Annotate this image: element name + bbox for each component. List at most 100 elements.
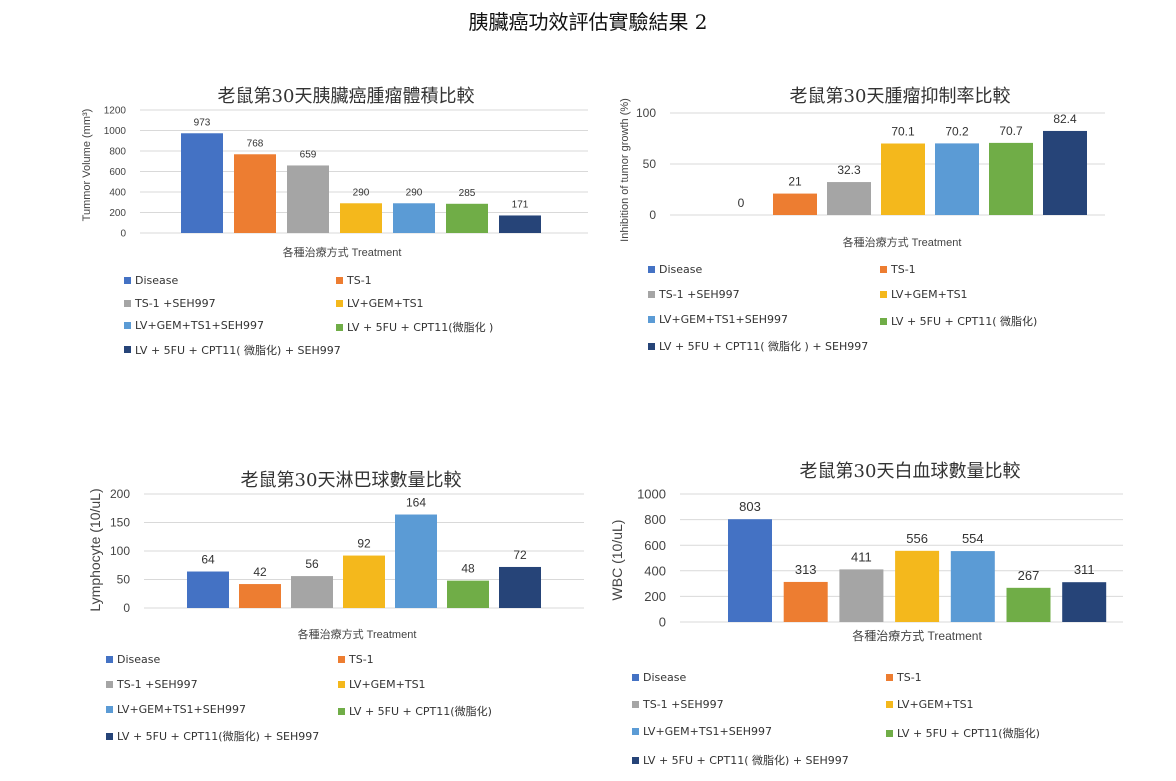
data-label: 659 xyxy=(300,149,317,160)
y-tick-label: 1000 xyxy=(104,126,127,137)
legend-swatch xyxy=(648,266,655,273)
legend-item: LV+GEM+TS1+SEH997 xyxy=(632,725,772,738)
legend-swatch xyxy=(106,732,113,740)
legend-swatch xyxy=(648,316,655,323)
bar xyxy=(287,165,329,233)
y-axis-label: Lymphocyte (10/uL) xyxy=(87,488,103,611)
x-axis-label: 各種治療方式 Treatment xyxy=(298,627,417,641)
bar xyxy=(895,550,940,622)
legend-label: Disease xyxy=(659,263,703,276)
legend-item: TS-1 +SEH997 xyxy=(632,698,724,711)
legend-swatch xyxy=(338,707,345,715)
page-title: 胰臟癌功效評估實驗結果 2 xyxy=(468,10,708,34)
y-axis-label: WBC (10/uL) xyxy=(609,520,625,601)
bar xyxy=(783,581,828,622)
legend-swatch xyxy=(124,299,131,307)
data-label: 973 xyxy=(194,117,211,128)
legend-swatch xyxy=(880,266,887,273)
y-tick-label: 200 xyxy=(109,208,126,219)
legend-label: LV + 5FU + CPT11( 微脂化) xyxy=(891,315,1038,328)
data-label: 48 xyxy=(461,562,475,576)
bar xyxy=(1006,587,1051,622)
data-label: 267 xyxy=(1018,568,1040,583)
bar xyxy=(340,203,382,233)
wbc-legend: Disease TS-1 TS-1 +SEH997 LV+GEM+TS1 LV+GEM+… xyxy=(632,671,1132,781)
legend-item: LV + 5FU + CPT11( 微脂化 ) + SEH997 xyxy=(648,338,868,354)
y-tick-label: 100 xyxy=(110,544,130,558)
data-label: 32.3 xyxy=(837,163,861,177)
legend-item: TS-1 xyxy=(338,653,374,666)
legend-label: LV + 5FU + CPT11(微脂化) xyxy=(349,705,492,718)
y-axis-label: Inhibition of tumor growth (%) xyxy=(619,98,631,242)
legend-swatch xyxy=(106,656,113,663)
data-label: 56 xyxy=(305,557,319,571)
legend-label: LV+GEM+TS1+SEH997 xyxy=(643,725,772,738)
bar xyxy=(950,551,995,622)
bar xyxy=(187,571,229,608)
legend-item: LV + 5FU + CPT11(微脂化) xyxy=(886,725,1040,741)
bar xyxy=(935,143,979,215)
legend-label: LV + 5FU + CPT11(微脂化 ) xyxy=(347,321,494,334)
legend-swatch xyxy=(632,674,639,681)
bar xyxy=(393,203,435,233)
y-tick-label: 0 xyxy=(120,229,126,240)
x-axis-label: 各種治療方式 Treatment xyxy=(283,245,402,259)
data-label: 42 xyxy=(253,565,267,579)
legend-item: LV + 5FU + CPT11( 微脂化) xyxy=(880,313,1037,329)
legend-swatch xyxy=(632,701,639,708)
x-axis-label: 各種治療方式 Treatment xyxy=(843,235,962,249)
legend-item: LV+GEM+TS1 xyxy=(886,698,974,711)
bar xyxy=(989,142,1033,215)
y-tick-label: 800 xyxy=(109,147,126,158)
data-label: 70.1 xyxy=(891,124,915,138)
legend-item: LV+GEM+TS1+SEH997 xyxy=(648,313,788,326)
legend-item: Disease xyxy=(648,263,702,276)
legend-label: TS-1 +SEH997 xyxy=(117,678,198,691)
tumor-volume-legend: Disease TS-1 TS-1 +SEH997 LV+GEM+TS1 LV+GEM+… xyxy=(124,274,624,384)
legend-label: LV+GEM+TS1+SEH997 xyxy=(117,703,246,716)
legend-item: Disease xyxy=(106,653,160,666)
legend-item: LV+GEM+TS1+SEH997 xyxy=(124,319,264,332)
legend-swatch xyxy=(632,756,639,764)
legend-label: LV + 5FU + CPT11(微脂化) xyxy=(897,727,1040,740)
data-label: 70.2 xyxy=(945,124,969,138)
legend-swatch xyxy=(106,681,113,688)
legend-swatch xyxy=(336,299,343,307)
legend-swatch xyxy=(880,291,887,298)
bar xyxy=(181,133,223,233)
legend-label: TS-1 xyxy=(349,653,374,666)
legend-label: TS-1 +SEH997 xyxy=(135,296,216,310)
legend-swatch xyxy=(648,291,655,298)
data-label: 70.7 xyxy=(999,124,1023,138)
legend-label: LV+GEM+TS1+SEH997 xyxy=(135,319,264,332)
legend-swatch xyxy=(106,706,113,713)
bar xyxy=(1043,130,1087,215)
data-label: 72 xyxy=(513,548,527,562)
chart-title: 老鼠第30天白血球數量比較 xyxy=(800,461,1021,482)
legend-swatch xyxy=(124,346,131,353)
y-tick-label: 600 xyxy=(109,167,126,178)
bar xyxy=(839,569,884,622)
data-label: 285 xyxy=(459,188,476,199)
bar xyxy=(499,215,541,233)
data-label: 554 xyxy=(962,531,984,546)
legend-item: TS-1 +SEH997 xyxy=(106,678,198,691)
data-label: 311 xyxy=(1074,562,1095,577)
y-tick-label: 0 xyxy=(659,615,666,630)
legend-label: TS-1 xyxy=(897,671,922,684)
y-tick-label: 0 xyxy=(649,208,656,222)
legend-item: TS-1 xyxy=(880,263,916,276)
y-tick-label: 800 xyxy=(644,512,666,527)
legend-swatch xyxy=(886,729,893,737)
legend-item: LV+GEM+TS1 xyxy=(338,678,426,691)
bar xyxy=(499,566,541,608)
legend-swatch xyxy=(648,342,655,350)
legend-label: TS-1 +SEH997 xyxy=(643,698,724,711)
legend-item: TS-1 +SEH997 xyxy=(648,288,740,301)
bar xyxy=(446,203,488,233)
bar xyxy=(395,514,437,608)
bar xyxy=(1062,582,1107,622)
bar xyxy=(239,584,281,608)
data-label: 164 xyxy=(406,496,426,510)
legend-label: LV+GEM+TS1+SEH997 xyxy=(659,313,788,326)
